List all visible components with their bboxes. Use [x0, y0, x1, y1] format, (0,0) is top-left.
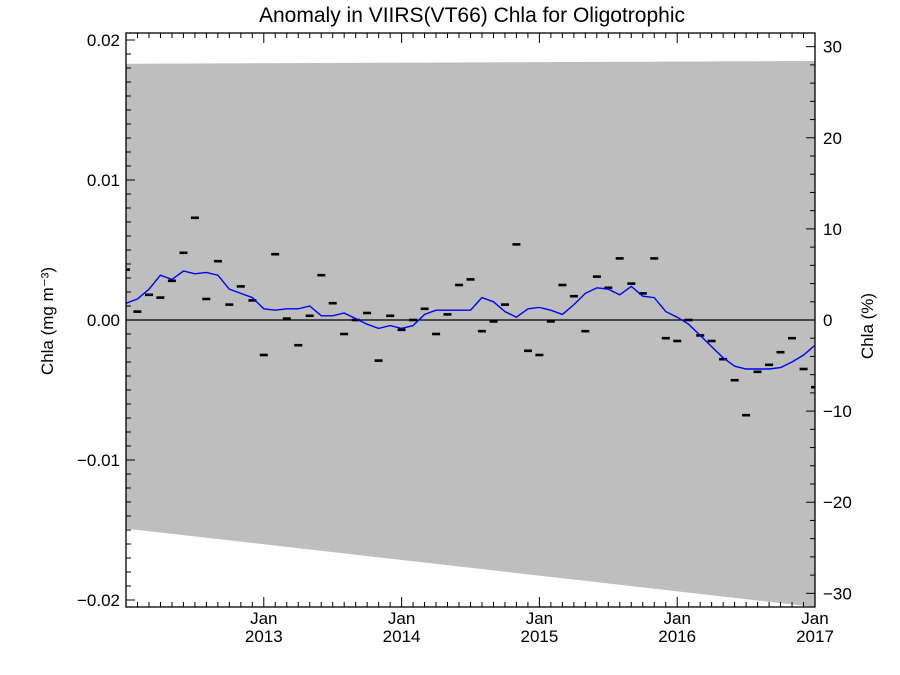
data-point — [707, 339, 716, 343]
data-point — [236, 285, 245, 288]
data-point — [213, 259, 222, 263]
data-point — [351, 318, 360, 322]
x-tick-label-month: Jan — [663, 609, 690, 628]
data-point — [489, 320, 498, 323]
data-point — [730, 378, 739, 382]
data-point — [615, 257, 624, 260]
x-tick-label-year: 2013 — [245, 627, 283, 646]
data-point — [569, 294, 578, 298]
data-point — [397, 328, 406, 332]
data-point — [145, 293, 153, 297]
chart-title: Anomaly in VIIRS(VT66) Chla for Oligotro… — [259, 4, 685, 27]
series-line-1 — [126, 270, 815, 370]
data-point — [126, 268, 130, 271]
data-point — [202, 297, 211, 301]
x-tick-label-month: Jan — [250, 609, 277, 628]
data-point — [328, 301, 337, 305]
y-tick-label-left: −0.01 — [77, 451, 120, 470]
y-tick-label-right: 10 — [823, 220, 842, 239]
data-point — [409, 318, 417, 322]
data-point — [501, 303, 509, 306]
data-point — [259, 353, 268, 357]
y-tick-label-right: 0 — [823, 311, 832, 330]
y-tick-label-left: 0.01 — [87, 171, 120, 190]
y-axis-label-right: Chla (%) — [858, 293, 877, 359]
data-point — [443, 313, 452, 316]
data-point — [512, 243, 521, 246]
data-point — [788, 336, 796, 340]
data-point — [340, 332, 349, 336]
uncertainty-band — [126, 61, 815, 607]
data-point — [765, 363, 774, 367]
data-point — [190, 216, 199, 220]
x-tick-label-year: 2016 — [658, 627, 696, 646]
y-tick-label-right: 20 — [823, 129, 842, 148]
data-point — [167, 279, 176, 283]
data-point — [524, 349, 532, 353]
data-point — [604, 286, 613, 290]
data-point — [650, 257, 659, 260]
data-point — [420, 307, 429, 311]
data-point — [799, 367, 808, 371]
y-tick-label-left: −0.02 — [77, 591, 120, 610]
data-point — [282, 317, 291, 320]
data-point — [627, 282, 636, 285]
plot-area — [126, 61, 815, 607]
data-point — [317, 273, 326, 277]
data-point — [742, 413, 751, 417]
data-point — [294, 343, 303, 347]
data-point — [546, 320, 555, 323]
data-point — [638, 292, 647, 295]
data-point — [248, 299, 257, 302]
data-point — [374, 359, 383, 362]
x-tick-label-year: 2017 — [796, 627, 834, 646]
data-point — [386, 314, 395, 318]
data-point — [363, 311, 372, 315]
data-point — [592, 275, 601, 278]
x-tick-label-month: Jan — [801, 609, 828, 628]
data-point — [811, 385, 815, 389]
y-tick-label-right: −30 — [823, 584, 852, 603]
data-point — [776, 350, 785, 354]
x-tick-label-month: Jan — [526, 609, 553, 628]
data-point — [719, 357, 728, 361]
y-tick-label-left: 0.02 — [87, 31, 120, 50]
data-point — [477, 329, 486, 333]
data-point — [305, 314, 314, 318]
x-tick-label-year: 2015 — [520, 627, 558, 646]
y-tick-label-right: −10 — [823, 402, 852, 421]
data-point — [673, 339, 682, 343]
data-point — [271, 252, 280, 256]
data-point — [455, 283, 464, 287]
x-tick-label-year: 2014 — [383, 627, 421, 646]
data-point — [684, 318, 693, 322]
data-point — [225, 303, 234, 306]
data-point — [466, 278, 475, 281]
data-point — [661, 336, 670, 340]
data-point — [581, 329, 590, 333]
data-point — [133, 310, 142, 313]
y-tick-label-right: 30 — [823, 38, 842, 57]
data-point — [753, 370, 762, 374]
data-point — [558, 283, 567, 287]
data-point — [179, 251, 188, 255]
y-tick-label-left: 0.00 — [87, 311, 120, 330]
y-tick-label-right: −20 — [823, 493, 852, 512]
data-point — [156, 296, 165, 299]
data-point — [535, 353, 544, 357]
data-point — [432, 332, 441, 336]
y-axis-label-left: Chla (mg m⁻³) — [38, 267, 57, 375]
axes: 0.02 0.01 0.00 −0.01 −0.02 30 20 10 0 −10 −20 −30 Ja… — [77, 31, 852, 646]
x-tick-label-month: Jan — [388, 609, 415, 628]
